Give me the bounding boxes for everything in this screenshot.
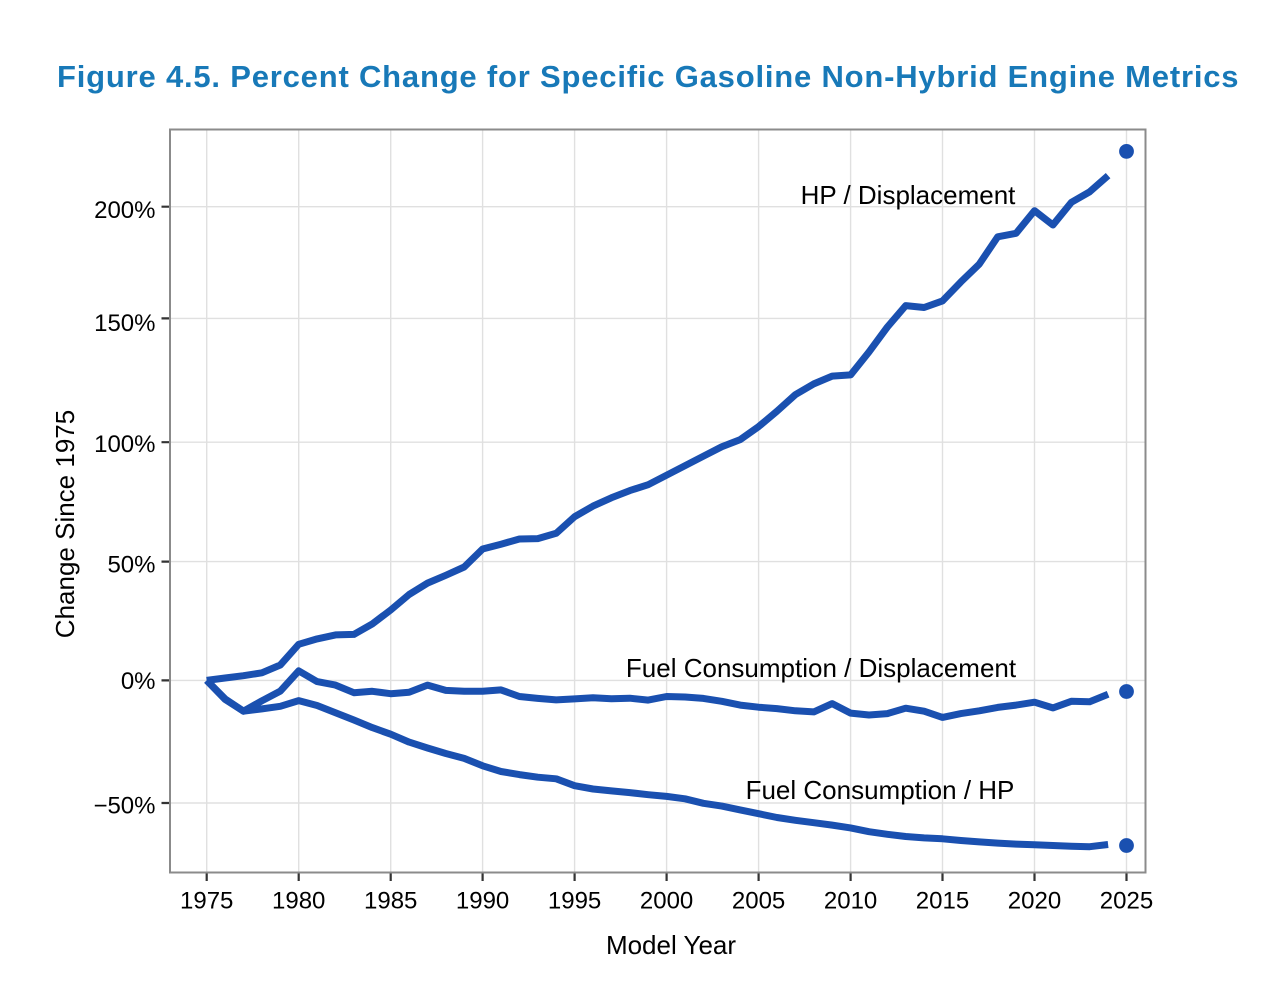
svg-text:0%: 0% bbox=[121, 668, 156, 695]
svg-text:2000: 2000 bbox=[640, 888, 693, 915]
svg-text:1990: 1990 bbox=[456, 888, 509, 915]
svg-text:1980: 1980 bbox=[272, 888, 325, 915]
svg-text:Fuel Consumption / Displacemen: Fuel Consumption / Displacement bbox=[626, 653, 1017, 683]
svg-text:1985: 1985 bbox=[364, 888, 417, 915]
svg-text:2020: 2020 bbox=[1008, 888, 1061, 915]
svg-text:Change Since 1975: Change Since 1975 bbox=[50, 410, 80, 638]
svg-text:2025: 2025 bbox=[1100, 888, 1153, 915]
svg-text:2010: 2010 bbox=[824, 888, 877, 915]
svg-text:200%: 200% bbox=[94, 197, 155, 224]
svg-text:Model Year: Model Year bbox=[606, 930, 736, 960]
svg-text:1995: 1995 bbox=[548, 888, 601, 915]
svg-text:HP / Displacement: HP / Displacement bbox=[801, 180, 1017, 210]
svg-text:50%: 50% bbox=[107, 552, 155, 579]
svg-text:2015: 2015 bbox=[916, 888, 969, 915]
svg-text:Fuel Consumption / HP: Fuel Consumption / HP bbox=[746, 775, 1015, 805]
svg-text:100%: 100% bbox=[94, 431, 155, 458]
svg-text:2005: 2005 bbox=[732, 888, 785, 915]
svg-text:1975: 1975 bbox=[180, 888, 233, 915]
svg-text:150%: 150% bbox=[94, 310, 155, 337]
svg-text:−50%: −50% bbox=[93, 793, 155, 820]
